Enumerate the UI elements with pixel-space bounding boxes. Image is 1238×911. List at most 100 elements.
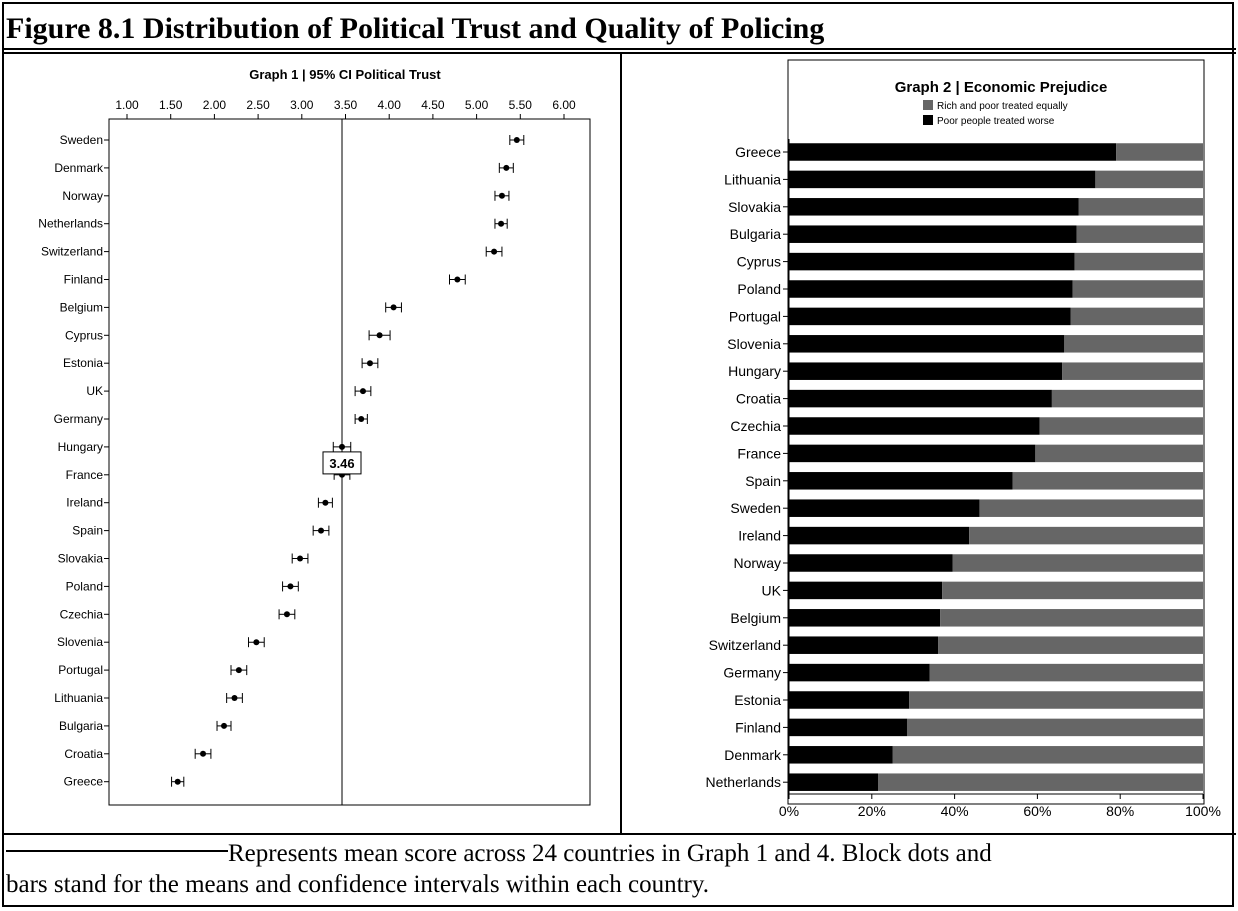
graph2-row: France bbox=[737, 444, 1203, 463]
graph1-country-label: Czechia bbox=[60, 607, 104, 621]
graph2-bar-equal bbox=[1095, 170, 1203, 189]
graph1-mean-dot bbox=[491, 248, 498, 255]
graph1-country-label: Finland bbox=[64, 273, 103, 287]
graph2-bar-equal bbox=[940, 609, 1203, 627]
graph2-bar-worse bbox=[789, 746, 893, 764]
graph2-row: Germany bbox=[723, 663, 1203, 682]
graph2-row: Hungary bbox=[728, 362, 1203, 380]
graph1-x-tick-label: 1.50 bbox=[159, 98, 183, 112]
graph2-row: Slovenia bbox=[727, 335, 1203, 353]
graph2-row: Sweden bbox=[730, 499, 1203, 517]
graph1-country-label: Lithuania bbox=[54, 691, 103, 705]
graph1-mean-dot bbox=[297, 555, 304, 562]
graph2-bar-worse bbox=[789, 307, 1071, 326]
graph1-row: Germany bbox=[54, 412, 368, 426]
footnote-text-line2: bars stand for the means and confidence … bbox=[6, 871, 709, 898]
graph2-row: Greece bbox=[735, 143, 1203, 161]
graph1-mean-dot bbox=[253, 639, 260, 646]
graph1-row: Switzerland bbox=[41, 245, 503, 259]
graph1-x-axis: 1.00 1.50 2.00 2.50 3.00 3.50 4.00 4.50 5.00 5.50… bbox=[115, 98, 576, 119]
graph2-bar-equal bbox=[909, 691, 1203, 709]
graph1-political-trust-chart: Graph 1 | 95% CI Political Trust 1.00 1.5… bbox=[38, 67, 591, 806]
graph1-country-label: Estonia bbox=[63, 356, 103, 370]
graph1-row: Netherlands bbox=[38, 217, 508, 231]
graph1-row: Norway bbox=[62, 189, 510, 203]
graph1-x-tick-label: 4.00 bbox=[378, 98, 402, 112]
graph2-country-label: Portugal bbox=[729, 308, 781, 324]
graph2-bar-worse bbox=[789, 609, 941, 627]
graph2-row: Spain bbox=[745, 472, 1203, 490]
graph1-row: Finland bbox=[64, 273, 466, 287]
graph1-x-tick-label: 2.50 bbox=[246, 98, 270, 112]
graph1-x-tick-label: 5.00 bbox=[465, 98, 489, 112]
footnote-mean-line-symbol bbox=[6, 850, 228, 853]
graph1-country-label: Hungary bbox=[58, 440, 103, 454]
graph1-mean-dot bbox=[221, 722, 228, 729]
graph2-x-axis: 0% 20% 40% 60% 80% 100% bbox=[779, 793, 1221, 819]
graph2-title: Graph 2 | Economic Prejudice bbox=[895, 79, 1108, 96]
graph2-country-label: Croatia bbox=[736, 391, 781, 407]
graph1-country-label: Spain bbox=[72, 524, 103, 538]
graph2-bar-worse bbox=[789, 335, 1065, 353]
graph1-mean-dot bbox=[503, 164, 510, 171]
graph2-row: Finland bbox=[735, 718, 1203, 737]
graph1-row: Croatia bbox=[64, 747, 212, 761]
graph1-row: Greece bbox=[64, 775, 185, 789]
graph1-country-label: Slovakia bbox=[58, 552, 104, 566]
graph1-mean-dot bbox=[287, 583, 294, 590]
graph2-bar-equal bbox=[1078, 198, 1203, 216]
graph2-country-label: Finland bbox=[735, 719, 781, 735]
graph2-x-tick-label: 60% bbox=[1023, 803, 1051, 819]
graph2-country-label: France bbox=[737, 445, 781, 461]
graph2-country-label: Slovenia bbox=[727, 336, 781, 352]
graph1-row: Slovakia bbox=[58, 552, 309, 566]
graph2-x-tick-label: 40% bbox=[941, 803, 969, 819]
graph1-country-label: Denmark bbox=[54, 161, 104, 175]
graph2-legend: Rich and poor treated equally Poor peopl… bbox=[923, 100, 1068, 127]
graph1-row: UK bbox=[86, 384, 372, 398]
graph2-bar-worse bbox=[789, 636, 939, 654]
graph1-country-label: Belgium bbox=[60, 300, 103, 314]
graph2-bar-worse bbox=[789, 417, 1040, 435]
legend-swatch-equal bbox=[923, 100, 933, 110]
graph1-mean-dot bbox=[283, 611, 290, 618]
graph2-country-label: Estonia bbox=[734, 692, 781, 708]
graph2-row: Norway bbox=[734, 554, 1203, 572]
graph1-row: Spain bbox=[72, 524, 330, 538]
graph1-mean-label-text: 3.46 bbox=[329, 456, 354, 471]
graph1-plot-area bbox=[108, 118, 591, 806]
graph1-country-label: Croatia bbox=[64, 747, 103, 761]
graph1-mean-dot bbox=[359, 388, 366, 395]
graph2-bar-worse bbox=[789, 389, 1052, 408]
graph2-bar-worse bbox=[789, 143, 1117, 161]
graph2-bar-worse bbox=[789, 362, 1063, 380]
graph2-bar-equal bbox=[906, 718, 1203, 737]
graph1-row: Lithuania bbox=[54, 691, 243, 705]
graph1-mean-dot bbox=[322, 499, 329, 506]
graph2-bar-equal bbox=[1076, 225, 1203, 243]
graph1-mean-dot bbox=[454, 276, 461, 283]
title-rule-top bbox=[2, 48, 1236, 50]
graph2-bar-worse bbox=[789, 691, 910, 709]
graph1-mean-dot bbox=[390, 304, 397, 311]
graph2-country-label: Czechia bbox=[730, 418, 781, 434]
graph2-bar-equal bbox=[979, 499, 1203, 517]
title-rule-bottom bbox=[2, 52, 1236, 54]
graph1-mean-dot bbox=[376, 332, 383, 339]
graph1-row: Sweden bbox=[60, 133, 525, 147]
graph2-bar-equal bbox=[1051, 389, 1203, 408]
graph2-bar-worse bbox=[789, 252, 1075, 271]
graph2-bar-equal bbox=[1039, 417, 1203, 435]
graph1-country-label: UK bbox=[86, 384, 103, 398]
graph2-bar-worse bbox=[789, 198, 1079, 216]
graph1-country-label: Slovenia bbox=[57, 635, 103, 649]
graph1-row: Slovenia bbox=[57, 635, 265, 649]
graph1-country-label: Switzerland bbox=[41, 245, 103, 259]
graph2-country-label: Belgium bbox=[730, 610, 781, 626]
graph1-row: Czechia bbox=[60, 607, 296, 621]
graph1-row: France bbox=[66, 468, 351, 482]
graph1-x-tick-label: 2.00 bbox=[203, 98, 227, 112]
graph2-row: UK bbox=[762, 581, 1203, 600]
graph1-mean-dot bbox=[200, 750, 207, 757]
graph2-country-label: Ireland bbox=[738, 528, 781, 544]
